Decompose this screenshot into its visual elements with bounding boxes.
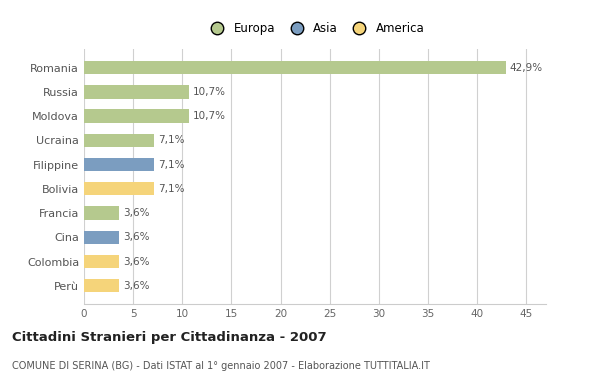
- Text: 7,1%: 7,1%: [158, 160, 184, 169]
- Bar: [84, 61, 506, 74]
- Bar: [84, 134, 154, 147]
- Text: 3,6%: 3,6%: [124, 208, 150, 218]
- Text: 10,7%: 10,7%: [193, 87, 226, 97]
- Bar: [84, 279, 119, 293]
- Text: 3,6%: 3,6%: [124, 232, 150, 242]
- Text: 42,9%: 42,9%: [509, 63, 543, 73]
- Bar: [84, 231, 119, 244]
- Bar: [84, 182, 154, 195]
- Bar: [84, 109, 189, 123]
- Bar: [84, 255, 119, 268]
- Bar: [84, 85, 189, 98]
- Text: Cittadini Stranieri per Cittadinanza - 2007: Cittadini Stranieri per Cittadinanza - 2…: [12, 331, 326, 344]
- Text: 10,7%: 10,7%: [193, 111, 226, 121]
- Text: 3,6%: 3,6%: [124, 281, 150, 291]
- Legend: Europa, Asia, America: Europa, Asia, America: [203, 20, 427, 37]
- Text: 7,1%: 7,1%: [158, 135, 184, 145]
- Text: 3,6%: 3,6%: [124, 256, 150, 266]
- Bar: [84, 206, 119, 220]
- Text: COMUNE DI SERINA (BG) - Dati ISTAT al 1° gennaio 2007 - Elaborazione TUTTITALIA.: COMUNE DI SERINA (BG) - Dati ISTAT al 1°…: [12, 361, 430, 371]
- Text: 7,1%: 7,1%: [158, 184, 184, 194]
- Bar: [84, 158, 154, 171]
